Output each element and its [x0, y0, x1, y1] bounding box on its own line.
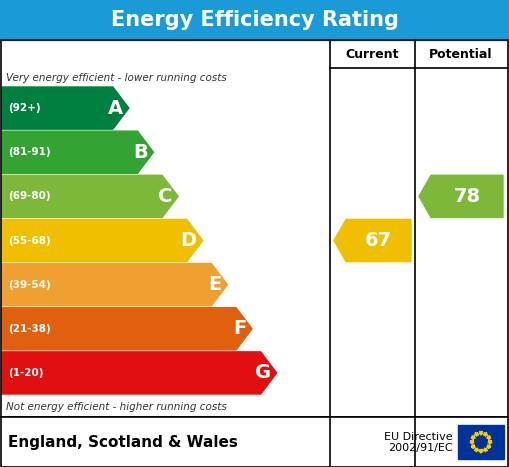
Bar [1, 40, 508, 417]
Text: E: E [208, 275, 221, 294]
Polygon shape [470, 440, 474, 444]
Text: D: D [181, 231, 197, 250]
Polygon shape [474, 432, 478, 436]
Text: (69-80): (69-80) [8, 191, 50, 201]
Polygon shape [334, 219, 411, 262]
Polygon shape [2, 263, 228, 306]
Text: F: F [233, 319, 246, 338]
Polygon shape [2, 352, 277, 394]
Polygon shape [2, 219, 203, 262]
Text: Energy Efficiency Rating: Energy Efficiency Rating [110, 10, 399, 30]
Text: Very energy efficient - lower running costs: Very energy efficient - lower running co… [6, 73, 227, 83]
Text: England, Scotland & Wales: England, Scotland & Wales [8, 434, 238, 450]
Text: B: B [133, 143, 148, 162]
Polygon shape [488, 440, 492, 444]
Text: (39-54): (39-54) [8, 280, 51, 290]
Text: (92+): (92+) [8, 103, 41, 113]
Polygon shape [419, 175, 503, 218]
Polygon shape [2, 308, 252, 350]
Polygon shape [484, 448, 488, 452]
Text: G: G [254, 363, 271, 382]
Polygon shape [484, 432, 488, 436]
Polygon shape [487, 445, 491, 449]
Polygon shape [479, 449, 483, 453]
Polygon shape [471, 445, 475, 449]
Polygon shape [479, 431, 483, 435]
Text: A: A [108, 99, 123, 118]
Text: 67: 67 [365, 231, 392, 250]
Polygon shape [2, 131, 154, 173]
Bar [458, 425, 504, 459]
Text: C: C [158, 187, 172, 206]
Bar [1, 417, 508, 467]
Text: (81-91): (81-91) [8, 147, 50, 157]
Text: 78: 78 [454, 187, 480, 206]
Polygon shape [471, 436, 475, 440]
Bar [0, 0, 509, 40]
Polygon shape [487, 436, 491, 440]
Text: (1-20): (1-20) [8, 368, 43, 378]
Polygon shape [2, 87, 129, 129]
Text: (55-68): (55-68) [8, 235, 51, 246]
Text: Potential: Potential [429, 48, 493, 61]
Polygon shape [474, 448, 478, 452]
Text: (21-38): (21-38) [8, 324, 51, 334]
Text: Not energy efficient - higher running costs: Not energy efficient - higher running co… [6, 402, 227, 412]
Text: EU Directive: EU Directive [384, 432, 453, 442]
Polygon shape [2, 175, 178, 218]
Text: 2002/91/EC: 2002/91/EC [388, 443, 453, 453]
Text: Current: Current [346, 48, 399, 61]
